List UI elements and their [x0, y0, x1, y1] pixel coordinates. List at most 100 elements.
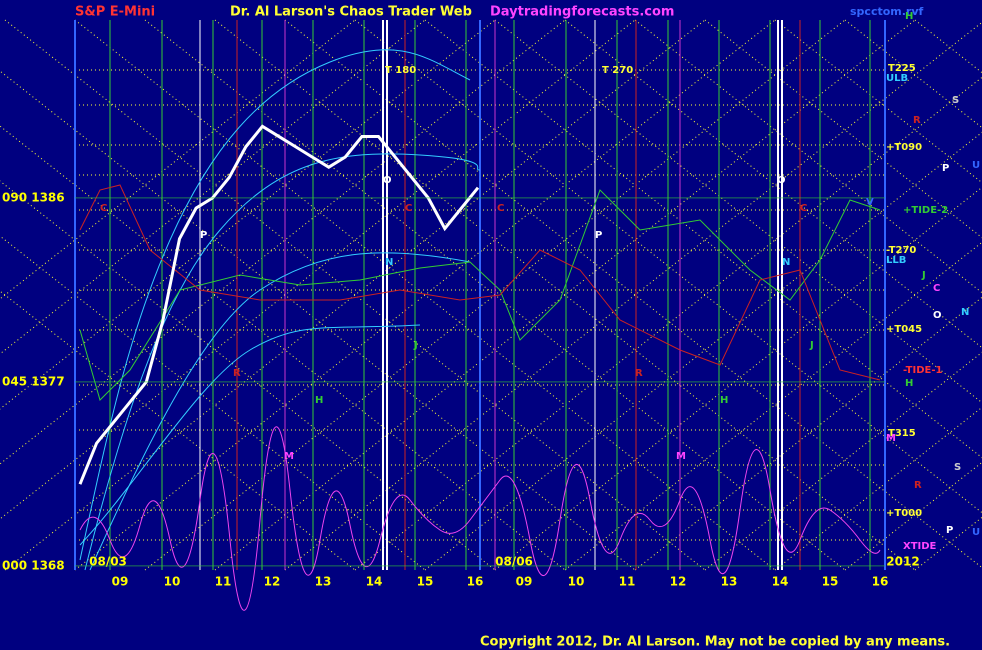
diagonal-line	[424, 131, 982, 571]
diagonal-line	[354, 76, 982, 571]
x-tick-label: 15	[417, 575, 434, 589]
chart-label: O	[383, 175, 392, 186]
file: spcctom.rvf	[850, 5, 924, 18]
chart-labels: T 180 T 270 O O P P N N C C C C R R M M H H J J	[100, 65, 814, 462]
x-tick-label: 09	[112, 575, 129, 589]
chart-label: M	[676, 451, 686, 462]
right-label: J	[921, 270, 926, 281]
x-tick-label: 10	[164, 575, 181, 589]
indicator-curves	[79, 49, 881, 611]
chart-label: J	[809, 340, 814, 351]
x-tick-label: 15	[822, 575, 839, 589]
right-label: +T090	[886, 142, 922, 153]
right-label: U	[972, 527, 980, 538]
diagonal-line	[774, 19, 982, 184]
diagonal-line	[284, 19, 982, 569]
right-label: -TIDE-1	[903, 365, 943, 376]
right-label: P	[946, 525, 953, 536]
x-tick-label: 13	[315, 575, 332, 589]
right-label: T225	[888, 63, 916, 74]
symbol: S&P E-Mini	[75, 5, 155, 20]
diagonal-line	[0, 19, 636, 520]
x-tick-label: 11	[215, 575, 232, 589]
right-label: V	[866, 197, 874, 208]
chart-label: O	[777, 175, 786, 186]
grid	[0, 19, 982, 571]
diagonal-line	[424, 19, 982, 459]
right-label: P	[942, 163, 949, 174]
right-label: R	[914, 480, 922, 491]
cyan-curve	[79, 49, 471, 561]
right-label: U	[972, 160, 980, 171]
right-label: XTIDE	[903, 541, 937, 552]
right-label: +T045	[886, 324, 922, 335]
diagonal-line	[214, 19, 916, 571]
chart-label: H	[315, 395, 323, 406]
x-tick-label: 10	[568, 575, 585, 589]
cyan-curve	[89, 252, 471, 571]
date-label: 2012	[886, 555, 919, 569]
diagonal-line	[704, 351, 982, 571]
x-tick-label: 12	[264, 575, 281, 589]
right-label: H	[905, 378, 913, 389]
date-label: 08/06	[495, 555, 533, 569]
chart-label: H	[720, 395, 728, 406]
chart-label: N	[385, 257, 393, 268]
right-label: +T000	[886, 508, 922, 519]
diagonal-line	[634, 19, 982, 294]
diagonal-line	[354, 19, 982, 514]
right-label: R	[913, 115, 921, 126]
right-label: ULB	[886, 73, 908, 84]
chart-label: R	[635, 368, 643, 379]
diagonal-line	[494, 19, 982, 404]
y-tick-label: 000 1368	[2, 558, 65, 572]
diagonal-line	[564, 241, 982, 571]
chart-label: C	[497, 203, 504, 214]
diagonal-line	[704, 19, 982, 239]
diagonal-line	[74, 19, 776, 571]
chart-label: C	[800, 203, 807, 214]
chart-label: C	[100, 203, 107, 214]
x-tick-label: 16	[467, 575, 484, 589]
x-tick-label: 11	[619, 575, 636, 589]
x-tick-label: 14	[366, 575, 383, 589]
chart-label: T 270	[602, 65, 633, 76]
x-tick-label: 14	[772, 575, 789, 589]
right-label: C	[933, 283, 940, 294]
diagonal-line	[4, 19, 706, 571]
y-tick-label: 090 1386	[2, 190, 65, 204]
x-tick-label: 13	[721, 575, 738, 589]
x-tick-label: 16	[872, 575, 889, 589]
right-label: +TIDE-2	[903, 205, 948, 216]
diagonal-line	[564, 19, 982, 349]
right-label: N	[961, 307, 969, 318]
right-label: T315	[888, 428, 916, 439]
diagonal-line	[0, 70, 636, 571]
date-label: 08/03	[89, 555, 127, 569]
diagonal-line	[844, 19, 982, 129]
chart-label: C	[405, 203, 412, 214]
x-tick-label: 09	[516, 575, 533, 589]
diagonal-line	[214, 19, 916, 571]
right-label: S	[952, 95, 959, 106]
green-curve	[79, 189, 881, 401]
diagonal-line	[844, 461, 982, 571]
diagonal-line	[284, 21, 982, 571]
chart-label: P	[200, 230, 207, 241]
x-tick-label: 12	[670, 575, 687, 589]
chart-label: R	[233, 368, 241, 379]
site: Daytradingforecasts.com	[490, 5, 674, 20]
cyan-curve	[84, 153, 481, 571]
right-label: M	[886, 433, 896, 444]
title: Dr. Al Larson's Chaos Trader Web	[230, 5, 472, 20]
right-label: O	[933, 310, 942, 321]
diagonal-line	[74, 19, 776, 571]
chart-label: M	[284, 451, 294, 462]
right-label: LLB	[886, 255, 906, 266]
right-label: -T270	[886, 245, 916, 256]
copyright: Copyright 2012, Dr. Al Larson. May not b…	[480, 635, 950, 650]
chart-label: T 180	[385, 65, 416, 76]
cyan-curve	[79, 324, 421, 546]
